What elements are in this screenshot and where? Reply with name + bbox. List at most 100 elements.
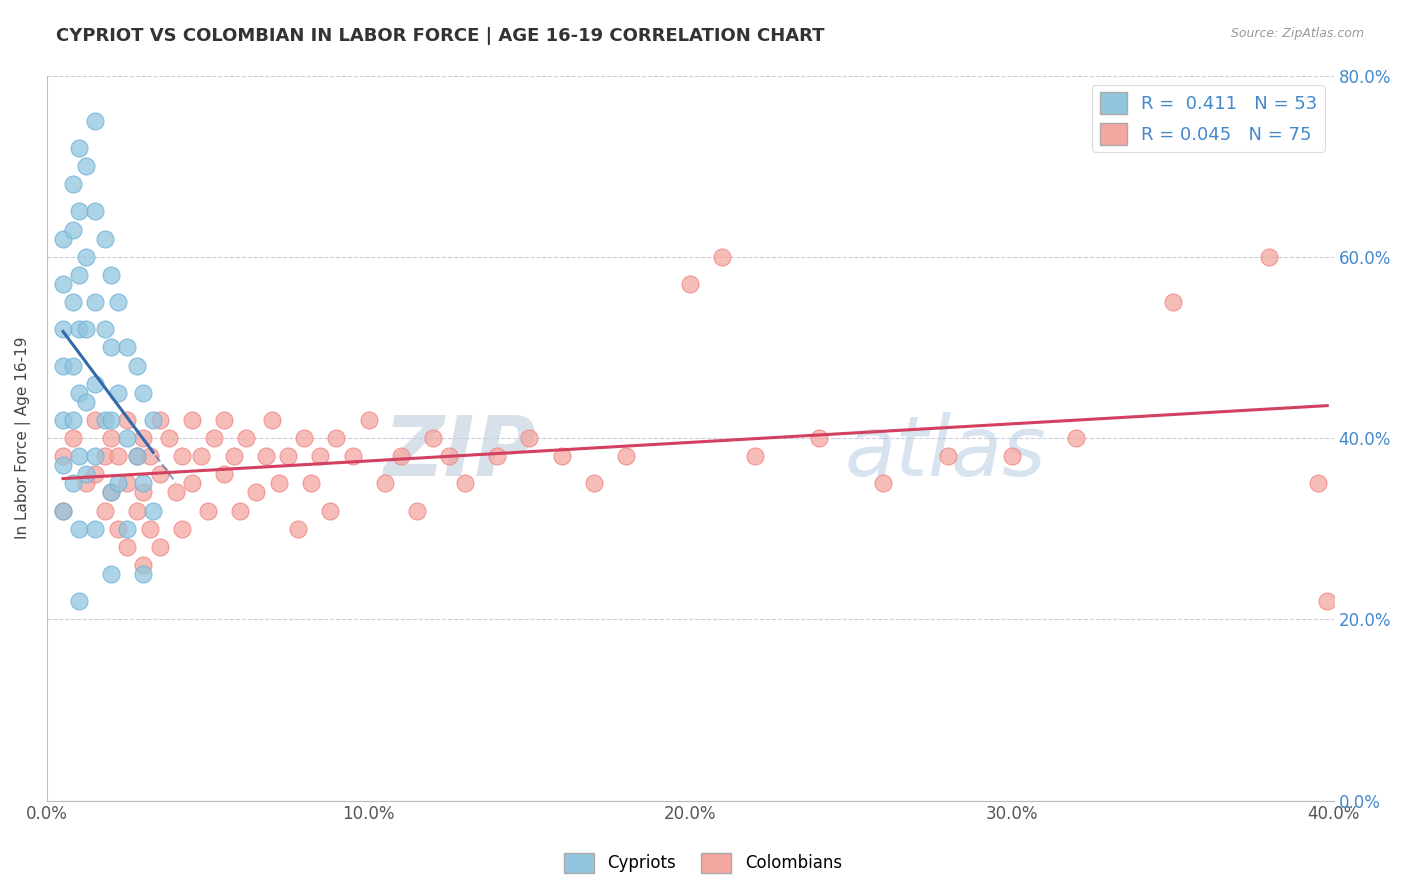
Point [309,449,332,463]
Point [100,567,122,582]
Point [100,431,122,445]
Point [94,232,117,246]
Point [52,413,75,427]
Point [107,476,129,491]
Point [148,467,170,482]
Point [180,476,202,491]
Point [52,277,75,291]
Point [142,503,165,517]
Point [132,558,155,572]
Point [75,394,97,409]
Point [52,359,75,373]
Point [67,141,90,155]
Point [52,232,75,246]
Point [84,376,107,391]
Point [62,359,84,373]
Point [319,503,342,517]
Point [52,503,75,517]
Text: atlas: atlas [845,412,1046,493]
Text: CYPRIOT VS COLOMBIAN IN LABOR FORCE | AGE 16-19 CORRELATION CHART: CYPRIOT VS COLOMBIAN IN LABOR FORCE | AG… [56,27,825,45]
Point [1316,594,1339,608]
Point [406,503,429,517]
Point [148,413,170,427]
Point [67,449,90,463]
Point [84,467,107,482]
Text: ZIP: ZIP [384,412,536,493]
Point [454,476,477,491]
Point [357,413,380,427]
Point [67,268,90,282]
Point [486,449,509,463]
Point [679,277,702,291]
Point [125,503,148,517]
Point [94,322,117,336]
Point [1066,431,1088,445]
Text: Source: ZipAtlas.com: Source: ZipAtlas.com [1230,27,1364,40]
Point [212,413,235,427]
Point [222,449,245,463]
Point [94,413,117,427]
Point [287,522,309,536]
Point [139,449,162,463]
Point [299,476,322,491]
Point [117,340,139,354]
Point [550,449,572,463]
Point [62,413,84,427]
Point [292,431,315,445]
Point [132,485,155,500]
Point [107,385,129,400]
Point [117,431,139,445]
Point [132,476,155,491]
Point [84,413,107,427]
Point [67,385,90,400]
Point [180,413,202,427]
Point [75,476,97,491]
Point [107,522,129,536]
Point [84,204,107,219]
Point [84,449,107,463]
Point [148,540,170,554]
Point [67,204,90,219]
Point [107,449,129,463]
Point [52,449,75,463]
Point [1161,295,1184,310]
Point [94,503,117,517]
Point [94,449,117,463]
Legend: Cypriots, Colombians: Cypriots, Colombians [558,847,848,880]
Point [422,431,444,445]
Point [117,476,139,491]
Point [229,503,252,517]
Point [245,485,267,500]
Point [132,431,155,445]
Point [62,431,84,445]
Point [132,385,155,400]
Point [202,431,225,445]
Point [936,449,959,463]
Point [75,467,97,482]
Point [75,322,97,336]
Point [872,476,894,491]
Point [52,503,75,517]
Point [117,413,139,427]
Point [67,322,90,336]
Point [75,250,97,264]
Point [52,322,75,336]
Legend: R =  0.411   N = 53, R = 0.045   N = 75: R = 0.411 N = 53, R = 0.045 N = 75 [1092,85,1324,152]
Point [325,431,347,445]
Point [132,567,155,582]
Point [117,540,139,554]
Point [437,449,460,463]
Point [107,295,129,310]
Point [84,522,107,536]
Point [277,449,299,463]
Point [170,449,193,463]
Point [165,485,187,500]
Point [142,413,165,427]
Point [197,503,219,517]
Point [100,485,122,500]
Point [170,522,193,536]
Point [389,449,412,463]
Point [262,413,284,427]
Point [212,467,235,482]
Point [100,485,122,500]
